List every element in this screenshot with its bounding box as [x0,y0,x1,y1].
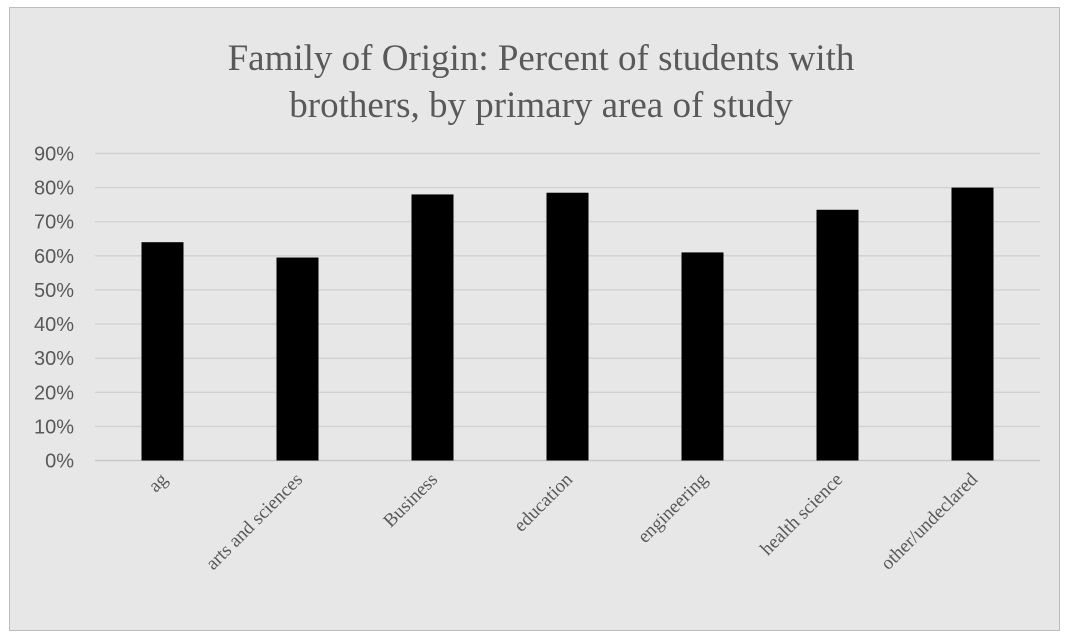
x-tick-label: education [510,469,577,536]
bar [681,252,724,461]
bar [816,209,859,461]
bar [951,187,994,461]
bar [141,242,184,461]
y-tick-label: 70% [34,212,74,234]
chart-title: Family of Origin: Percent of students wi… [228,38,855,126]
y-axis-ticks: 0% 10% 20% 30% 40% 50% 60% 70% 80% 90% [34,144,74,473]
y-tick-label: 10% [34,416,74,438]
bar [411,194,454,461]
chart-title-line-1: Family of Origin: Percent of students wi… [228,38,855,79]
y-tick-label: 20% [34,382,74,404]
bar [546,192,589,461]
x-axis-ticks: ag arts and sciences Business education engi… [145,469,983,574]
x-tick-label: Business [379,469,442,532]
y-tick-label: 30% [34,348,74,370]
y-tick-label: 90% [34,144,74,166]
y-tick-label: 0% [45,451,74,473]
y-tick-label: 40% [34,314,74,336]
y-tick-label: 50% [34,280,74,302]
bar-chart: Family of Origin: Percent of students wi… [34,38,1040,574]
x-tick-label: engineering [634,469,713,548]
x-tick-label: arts and sciences [202,469,307,574]
x-tick-label: health science [756,469,847,560]
y-tick-label: 80% [34,178,74,200]
chart-area: Family of Origin: Percent of students wi… [9,7,1060,631]
x-tick-label: other/undeclared [877,469,982,574]
x-tick-label: ag [145,469,173,497]
chart-title-line-2: brothers, by primary area of study [289,85,793,126]
y-tick-label: 60% [34,246,74,268]
bars [141,187,994,461]
bar [276,257,319,461]
